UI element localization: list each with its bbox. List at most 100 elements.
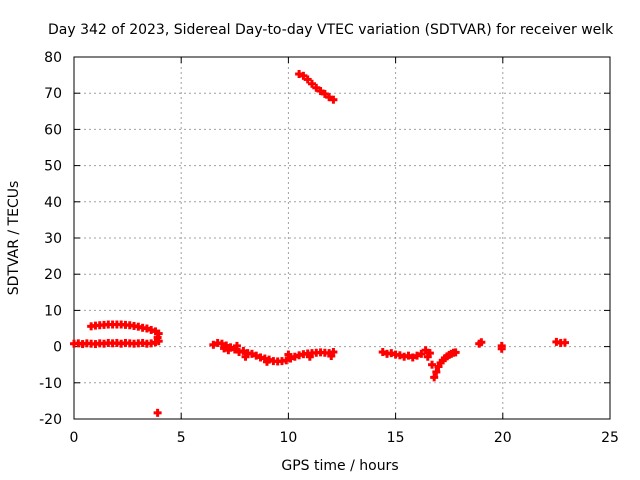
data-point bbox=[434, 362, 443, 371]
data-point bbox=[142, 339, 151, 348]
data-point bbox=[475, 339, 484, 348]
data-point bbox=[147, 325, 156, 334]
data-point bbox=[269, 357, 278, 366]
data-point bbox=[117, 320, 126, 329]
data-point bbox=[497, 344, 506, 353]
data-point bbox=[316, 348, 325, 357]
data-point bbox=[108, 320, 117, 329]
data-point bbox=[413, 351, 422, 360]
data-point bbox=[112, 320, 121, 329]
data-point bbox=[232, 341, 241, 350]
data-point bbox=[320, 89, 329, 98]
x-axis-label: GPS time / hours bbox=[281, 458, 398, 474]
data-point bbox=[243, 349, 252, 358]
y-tick-label: 60 bbox=[44, 122, 62, 138]
data-point bbox=[312, 348, 321, 357]
data-point bbox=[440, 354, 449, 363]
data-point bbox=[560, 338, 569, 347]
y-tick-label: 20 bbox=[44, 267, 62, 283]
data-point bbox=[423, 352, 432, 361]
data-point bbox=[312, 83, 321, 92]
y-tick-label: 40 bbox=[44, 195, 62, 211]
data-point bbox=[153, 408, 162, 417]
data-point bbox=[303, 349, 312, 358]
data-point bbox=[138, 338, 147, 347]
data-point bbox=[95, 339, 104, 348]
y-axis-label: SDTVAR / TECUs bbox=[6, 181, 22, 296]
data-point bbox=[91, 340, 100, 349]
y-tick-label: 80 bbox=[44, 50, 62, 66]
data-point bbox=[209, 340, 218, 349]
data-point bbox=[260, 354, 269, 363]
data-point bbox=[78, 340, 87, 349]
data-point bbox=[391, 350, 400, 359]
data-point bbox=[273, 357, 282, 366]
data-point bbox=[134, 339, 143, 348]
data-point bbox=[117, 339, 126, 348]
data-point bbox=[247, 349, 256, 358]
data-point bbox=[404, 351, 413, 360]
data-point bbox=[320, 348, 329, 357]
data-point bbox=[138, 323, 147, 332]
data-point bbox=[325, 349, 334, 358]
data-point bbox=[284, 350, 293, 359]
data-point bbox=[142, 324, 151, 333]
data-point bbox=[383, 349, 392, 358]
grid bbox=[74, 57, 610, 419]
data-point bbox=[303, 75, 312, 84]
data-point bbox=[299, 350, 308, 359]
data-point bbox=[70, 339, 78, 348]
data-point bbox=[329, 95, 338, 104]
data-point bbox=[87, 322, 96, 331]
data-point bbox=[104, 338, 113, 347]
data-point bbox=[74, 339, 83, 348]
data-point bbox=[130, 321, 139, 330]
data-point bbox=[428, 360, 437, 369]
data-point bbox=[387, 349, 396, 358]
data-point bbox=[220, 344, 229, 353]
data-point bbox=[121, 320, 130, 329]
data-point bbox=[425, 349, 434, 358]
y-tick-label: -20 bbox=[39, 412, 62, 428]
data-point bbox=[112, 338, 121, 347]
x-tick-label: 25 bbox=[601, 430, 619, 446]
data-point bbox=[217, 339, 226, 348]
data-point bbox=[108, 339, 117, 348]
data-point bbox=[121, 338, 130, 347]
data-point bbox=[307, 349, 316, 358]
data-point bbox=[400, 352, 409, 361]
data-point bbox=[552, 337, 561, 346]
data-point bbox=[436, 358, 445, 367]
data-point bbox=[432, 367, 441, 376]
data-point bbox=[230, 345, 239, 354]
data-point bbox=[325, 93, 334, 102]
data-point bbox=[213, 338, 222, 347]
y-tick-label: 10 bbox=[44, 303, 62, 319]
x-tick-label: 5 bbox=[177, 430, 186, 446]
x-tick-label: 10 bbox=[279, 430, 297, 446]
data-point bbox=[104, 320, 113, 329]
data-point bbox=[286, 354, 295, 363]
data-point bbox=[295, 351, 304, 360]
data-point bbox=[235, 348, 244, 357]
data-point bbox=[125, 321, 134, 330]
data-point bbox=[239, 346, 248, 355]
y-tick-label: 30 bbox=[44, 231, 62, 247]
data-point bbox=[226, 343, 235, 352]
data-point bbox=[316, 87, 325, 96]
data-point bbox=[100, 339, 109, 348]
data-point bbox=[147, 339, 156, 348]
data-point bbox=[224, 346, 233, 355]
data-point bbox=[329, 348, 338, 357]
data-point bbox=[153, 333, 162, 342]
data-point bbox=[82, 339, 91, 348]
data-point bbox=[91, 321, 100, 330]
data-point bbox=[241, 352, 250, 361]
y-tick-label: 70 bbox=[44, 86, 62, 102]
axis-ticks: 0 5 10 15 20 25 -20 -10 0 10 20 30 40 50 60 70 80 bbox=[39, 50, 619, 446]
data-point bbox=[265, 355, 274, 364]
data-point bbox=[305, 352, 314, 361]
data-point bbox=[295, 70, 304, 79]
x-tick-label: 0 bbox=[70, 430, 79, 446]
